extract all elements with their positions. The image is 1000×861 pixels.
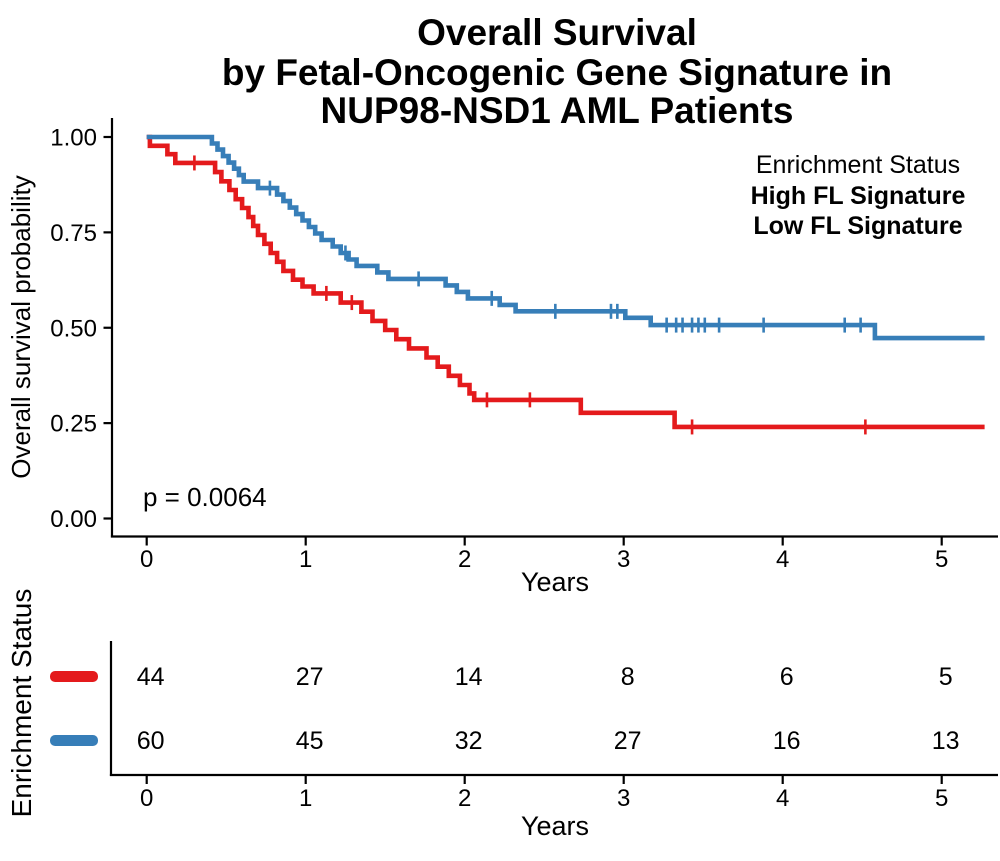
main-plot-area: 1.00 0.75 0.50 0.25 0.00 0 1 2 3 4 5	[50, 118, 998, 573]
plot-title: Overall Survival by Fetal-Oncogenic Gene…	[222, 12, 892, 131]
risk-count-low-fl: 45	[296, 727, 324, 755]
x-tick-label: 5	[935, 546, 948, 573]
survival-curve-low-fl	[146, 134, 985, 341]
risk-x-tick-label: 4	[776, 785, 789, 812]
p-value-annotation: p = 0.0064	[143, 482, 267, 512]
risk-count-high-fl: 8	[621, 663, 635, 691]
risk-count-high-fl: 27	[296, 663, 324, 691]
risk-table: 0 1 2 3 4 544 27 14 8 6 560 45 32 27 16 13	[50, 641, 998, 812]
risk-count-low-fl: 60	[137, 727, 165, 755]
title-line-3: NUP98-NSD1 AML Patients	[321, 90, 794, 131]
y-axis-title: Overall survival probability	[6, 175, 36, 478]
risk-count-low-fl: 13	[932, 727, 960, 755]
risk-count-high-fl: 5	[939, 663, 953, 691]
risk-x-tick-label: 1	[299, 785, 312, 812]
legend-item-low-fl: Low FL Signature	[753, 212, 962, 240]
x-tick-label: 0	[140, 546, 153, 573]
title-line-2: by Fetal-Oncogenic Gene Signature in	[222, 52, 892, 93]
legend: Enrichment Status High FL Signature Low …	[751, 151, 966, 240]
y-tick-label: 0.00	[50, 506, 97, 533]
risk-x-tick-label: 5	[935, 785, 948, 812]
risk-row-swatch-low-fl	[50, 735, 98, 746]
title-line-1: Overall Survival	[417, 12, 697, 53]
risk-count-low-fl: 32	[455, 727, 483, 755]
risk-x-tick-label: 2	[458, 785, 471, 812]
legend-title: Enrichment Status	[756, 151, 960, 179]
risk-count-low-fl: 16	[773, 727, 801, 755]
x-tick-label: 3	[617, 546, 630, 573]
risk-table-x-axis-title: Years	[521, 811, 589, 841]
risk-count-high-fl: 6	[780, 663, 794, 691]
legend-item-high-fl: High FL Signature	[751, 182, 966, 210]
risk-count-high-fl: 14	[455, 663, 483, 691]
y-tick-label: 0.50	[50, 315, 97, 342]
risk-table-y-label: Enrichment Status	[6, 589, 37, 818]
y-tick-label: 0.25	[50, 411, 97, 438]
risk-count-low-fl: 27	[614, 727, 642, 755]
risk-row-swatch-high-fl	[50, 671, 98, 682]
risk-x-tick-label: 3	[617, 785, 630, 812]
survival-curve-high-fl	[146, 134, 985, 430]
x-tick-label: 1	[299, 546, 312, 573]
y-tick-label: 0.75	[50, 220, 97, 247]
x-tick-label: 2	[458, 546, 471, 573]
x-axis-title: Years	[521, 567, 589, 597]
risk-count-high-fl: 44	[137, 663, 165, 691]
risk-x-tick-label: 0	[140, 785, 153, 812]
y-tick-label: 1.00	[50, 125, 97, 152]
x-tick-label: 4	[776, 546, 789, 573]
